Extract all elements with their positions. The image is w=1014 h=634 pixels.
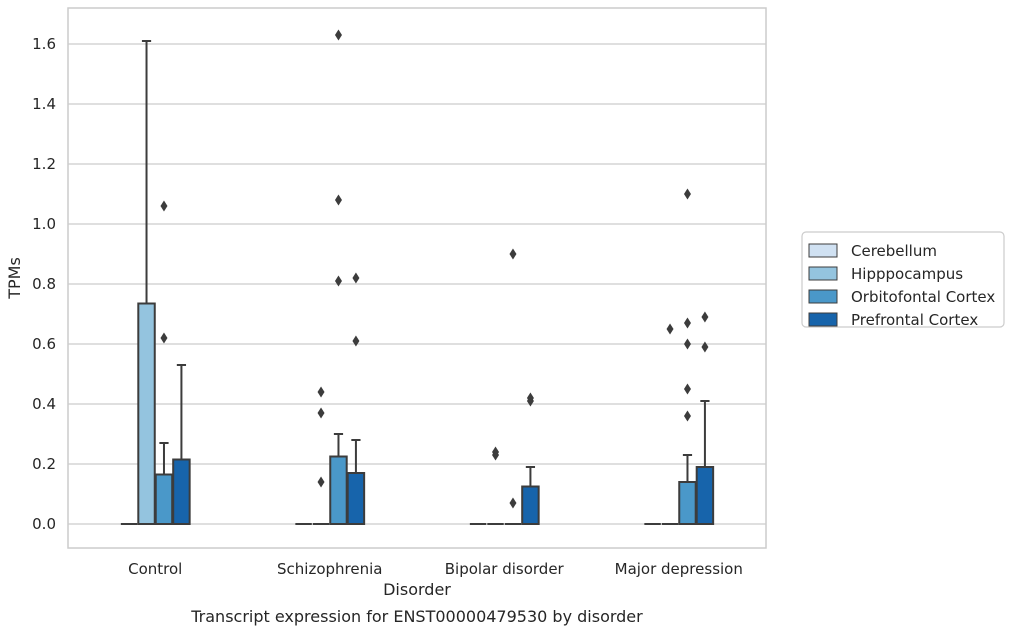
box-prefrontal-cortex bbox=[172, 364, 191, 525]
box-body bbox=[154, 473, 174, 525]
legend-label: Hipppocampus bbox=[851, 265, 963, 283]
box-body bbox=[678, 481, 697, 525]
outlier-point bbox=[509, 497, 517, 509]
y-tick-label: 1.6 bbox=[32, 35, 56, 53]
y-tick-label: 1.4 bbox=[32, 95, 56, 113]
outlier-point bbox=[492, 446, 500, 458]
outlier-point bbox=[160, 332, 168, 344]
y-tick-label: 0.8 bbox=[32, 275, 56, 293]
outlier-point bbox=[526, 392, 534, 404]
outlier-point bbox=[683, 410, 691, 422]
outlier-point bbox=[701, 311, 709, 323]
y-tick-label: 0.4 bbox=[32, 395, 56, 413]
plot-frame bbox=[67, 7, 767, 549]
box-series bbox=[120, 29, 715, 525]
outlier-point bbox=[334, 194, 342, 206]
box-hipppocampus bbox=[661, 323, 679, 525]
legend-label: Cerebellum bbox=[851, 242, 937, 260]
legend-label: Prefrontal Cortex bbox=[851, 311, 978, 329]
box-body bbox=[172, 458, 191, 525]
chart-caption: Transcript expression for ENST0000047953… bbox=[190, 607, 643, 626]
box-orbitofontal-cortex bbox=[154, 200, 174, 525]
box-hipppocampus bbox=[312, 386, 330, 525]
box-hipppocampus bbox=[487, 446, 504, 525]
x-tick-label: Major depression bbox=[615, 560, 743, 578]
box-prefrontal-cortex bbox=[346, 272, 366, 525]
outlier-point bbox=[683, 317, 691, 329]
outlier-point bbox=[683, 188, 691, 200]
legend-swatch bbox=[808, 289, 838, 304]
box-hipppocampus bbox=[137, 40, 156, 525]
legend-swatch bbox=[808, 243, 838, 258]
box-body bbox=[329, 455, 348, 525]
x-tick-label: Bipolar disorder bbox=[445, 560, 565, 578]
outlier-point bbox=[509, 248, 517, 260]
y-axis-label: TPMs bbox=[5, 257, 24, 300]
plot-area bbox=[68, 8, 766, 548]
outlier-point bbox=[701, 341, 709, 353]
y-tick-label: 0.6 bbox=[32, 335, 56, 353]
outlier-point bbox=[683, 383, 691, 395]
box-body bbox=[695, 466, 715, 525]
legend-frame bbox=[801, 231, 1005, 328]
y-tick-label: 1.2 bbox=[32, 155, 56, 173]
box-orbitofontal-cortex bbox=[678, 188, 697, 525]
legend-swatch bbox=[808, 266, 838, 281]
box-body bbox=[137, 302, 156, 525]
y-tick-labels: 0.0 0.2 0.4 0.6 0.8 1.0 1.2 1.4 1.6 bbox=[32, 35, 56, 533]
outlier-point bbox=[666, 323, 674, 335]
outlier-point bbox=[317, 407, 325, 419]
x-tick-label: Control bbox=[128, 560, 182, 578]
y-tick-label: 0.2 bbox=[32, 455, 56, 473]
x-axis-label: Disorder bbox=[383, 580, 451, 599]
box-orbitofontal-cortex bbox=[504, 248, 522, 525]
legend-label: Orbitofontal Cortex bbox=[851, 288, 995, 306]
outlier-point bbox=[352, 335, 360, 347]
outlier-point bbox=[317, 386, 325, 398]
box-body bbox=[521, 485, 540, 525]
box-prefrontal-cortex bbox=[521, 392, 540, 525]
y-tick-label: 0.0 bbox=[32, 515, 56, 533]
outlier-point bbox=[317, 476, 325, 488]
outlier-point bbox=[352, 272, 360, 284]
x-tick-label: Schizophrenia bbox=[277, 560, 382, 578]
outlier-point bbox=[334, 29, 342, 41]
box-prefrontal-cortex bbox=[695, 311, 715, 525]
outlier-point bbox=[683, 338, 691, 350]
outlier-point bbox=[334, 275, 342, 287]
legend: Cerebellum Hipppocampus Orbitofontal Corte… bbox=[801, 231, 1005, 329]
legend-swatch bbox=[808, 312, 838, 327]
outlier-point bbox=[160, 200, 168, 212]
box-body bbox=[346, 472, 366, 525]
y-tick-label: 1.0 bbox=[32, 215, 56, 233]
box-orbitofontal-cortex bbox=[329, 29, 348, 525]
x-tick-labels: Control Schizophrenia Bipolar disorder Majo… bbox=[128, 560, 743, 578]
